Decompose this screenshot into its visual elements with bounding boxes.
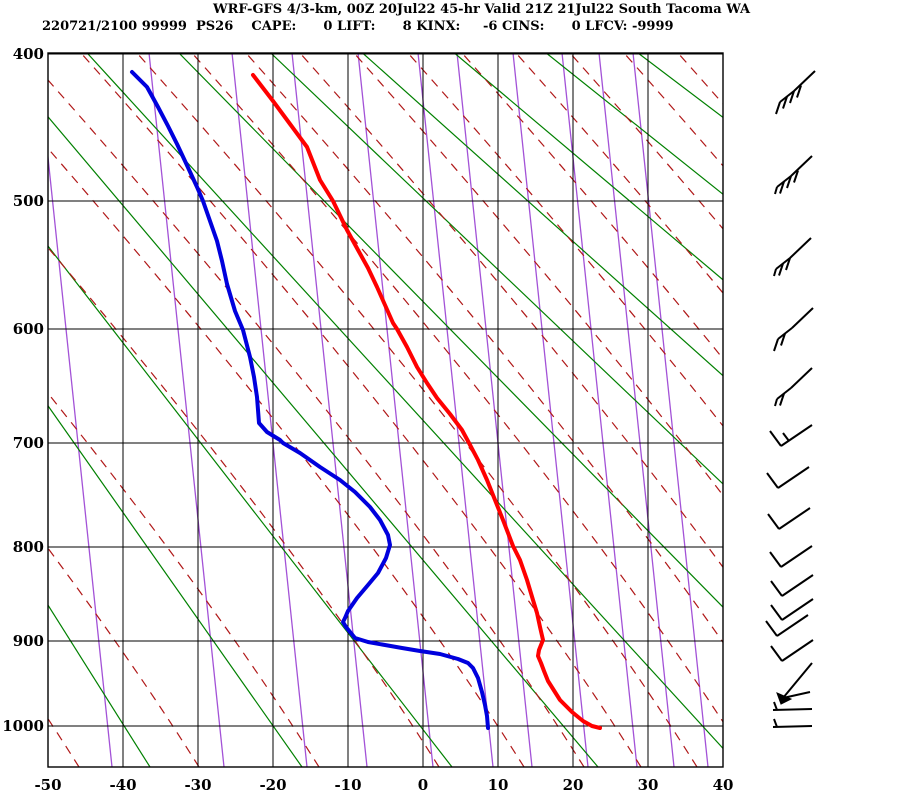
- chart-subtitle-indices: 220721/2100 99999 PS26 CAPE: 0 LIFT: 8 K…: [42, 19, 674, 34]
- moist-adiabat-line: [569, 53, 723, 230]
- mixing-ratio-line: [561, 53, 638, 767]
- moist-adiabat-line: [80, 53, 642, 767]
- moist-adiabat-line: [48, 147, 525, 767]
- wind-barb-icon: [776, 662, 813, 705]
- sounding-curves: [130, 70, 602, 730]
- temperature-curve: [251, 73, 602, 730]
- chart-title: WRF-GFS 4/3-km, 00Z 20Jul22 45-hr Valid …: [213, 2, 751, 17]
- wind-barb-icon: [774, 155, 813, 195]
- dry-adiabat-line: [48, 404, 303, 767]
- grid: [47, 52, 724, 768]
- dry-adiabat-line: [86, 53, 723, 750]
- moist-adiabat-line: [677, 53, 723, 105]
- dry-adiabat-line: [270, 53, 723, 485]
- temperature-axis-label: 20: [563, 776, 584, 794]
- dry-adiabat-line: [730, 53, 900, 767]
- background-line-families: [48, 53, 900, 767]
- temperature-axis-label: 0: [418, 776, 428, 794]
- wind-barb-icon: [773, 237, 812, 277]
- mixing-ratio-line: [512, 53, 589, 767]
- moist-adiabat-line: [48, 246, 440, 767]
- mixing-ratio-line: [632, 53, 709, 767]
- temperature-axis-label: -50: [34, 776, 61, 794]
- temperature-axis-label: -10: [334, 776, 361, 794]
- moist-adiabat-line: [786, 53, 900, 767]
- pressure-axis-label: 500: [13, 192, 44, 210]
- wind-barb-icon: [770, 598, 814, 621]
- wind-barb-icon: [767, 507, 811, 530]
- dry-adiabat-line: [545, 53, 723, 195]
- wind-barb-icon: [772, 701, 813, 711]
- temperature-axis-label: 10: [488, 776, 509, 794]
- dry-adiabat-line: [48, 115, 599, 767]
- temperature-axis-label: 40: [713, 776, 734, 794]
- dry-adiabat-line: [48, 603, 151, 767]
- mixing-ratio-line: [417, 53, 494, 767]
- wind-barb-icon: [769, 545, 813, 568]
- wind-barb-icon: [769, 424, 813, 447]
- pressure-axis-label: 600: [13, 320, 44, 338]
- moist-adiabat-line: [48, 392, 320, 767]
- pressure-axis-label: 900: [13, 632, 44, 650]
- dry-adiabat-line: [454, 53, 723, 281]
- moist-adiabat-line: [353, 53, 723, 497]
- dry-adiabat-line: [48, 245, 453, 767]
- dry-adiabat-line: [362, 53, 723, 377]
- temperature-axis-label: 30: [638, 776, 659, 794]
- pressure-axis-label: 700: [13, 434, 44, 452]
- temperature-axis-label: -30: [184, 776, 211, 794]
- wind-barb-column: [765, 70, 816, 728]
- moist-adiabat-line: [48, 717, 80, 767]
- wind-barb-icon: [775, 70, 816, 115]
- temperature-axis-label: -40: [109, 776, 136, 794]
- mixing-ratio-line: [148, 53, 225, 767]
- temperature-axis-label: -20: [259, 776, 286, 794]
- wind-barb-icon: [770, 574, 814, 597]
- wind-barb-icon: [773, 307, 814, 352]
- moist-adiabat-line: [732, 53, 900, 767]
- moist-adiabat-line: [191, 53, 723, 723]
- axis-labels: 400 500 600 700 800 900 1000 -50 -40 -30 -20 -10 0 10…: [2, 45, 733, 794]
- mixing-ratio-line: [48, 151, 113, 767]
- wind-barb-icon: [770, 639, 814, 662]
- wind-barb-icon: [774, 367, 813, 407]
- moist-adiabat-line: [48, 547, 200, 767]
- moist-adiabat-line: [48, 79, 585, 767]
- moist-adiabat-line: [623, 53, 723, 167]
- dewpoint-curve: [130, 70, 490, 730]
- pressure-axis-label: 400: [13, 45, 44, 63]
- moist-adiabat-line: [136, 53, 698, 767]
- wind-barb-icon: [772, 718, 813, 728]
- dry-adiabat-line: [178, 53, 723, 608]
- pressure-axis-label: 800: [13, 538, 44, 556]
- pressure-axis-label: 1000: [2, 717, 44, 735]
- mixing-ratio-line: [231, 53, 308, 767]
- wind-barb-icon: [765, 614, 809, 637]
- wind-barb-icon: [766, 466, 810, 489]
- plot-frame: [47, 52, 724, 768]
- mixing-ratio-line: [357, 53, 434, 767]
- dry-adiabat-line: [637, 53, 723, 119]
- mixing-ratio-line: [598, 53, 675, 767]
- mixing-ratio-line: [291, 53, 368, 767]
